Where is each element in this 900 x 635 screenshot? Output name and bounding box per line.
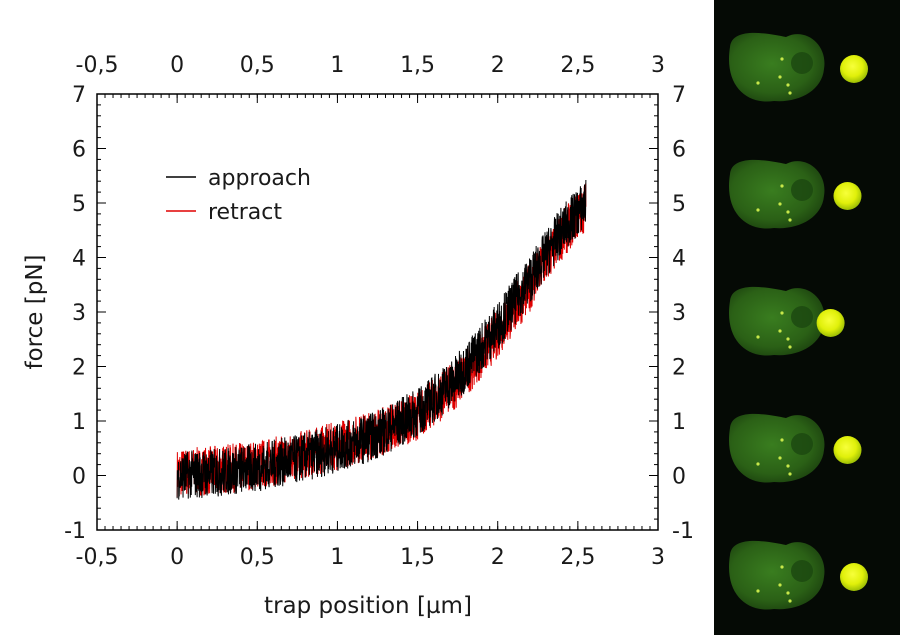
micrograph-frames: [729, 32, 868, 610]
cell-vacuole: [791, 179, 813, 201]
x-tick-labels-bottom: -0,5 0 0,5 1 1,5 2 2,5 3: [76, 545, 665, 570]
x-tick-label-top: 1: [330, 53, 344, 78]
x-tick-label: 2,5: [560, 545, 595, 570]
y-tick-label-right: 3: [672, 301, 686, 326]
cell-granule: [780, 184, 784, 188]
y-tick-label: 7: [72, 83, 86, 108]
y-tick-labels-left: -1 0 1 2 3 4 5 6 7: [64, 83, 86, 544]
cell-granule: [786, 337, 790, 341]
x-tick-label: -0,5: [76, 545, 119, 570]
y-tick-label-right: 1: [672, 410, 686, 435]
micrograph-panel: [714, 0, 900, 635]
cell-granule: [780, 438, 784, 442]
major-ticks: [96, 93, 659, 531]
cell-granule: [756, 335, 760, 339]
cell-body: [729, 32, 825, 102]
trapped-bead: [816, 309, 845, 337]
y-tick-label-right: -1: [672, 519, 694, 544]
trapped-bead: [833, 436, 862, 464]
cell-body: [729, 413, 825, 483]
cell-granule: [778, 329, 782, 333]
cell-granule: [788, 599, 792, 603]
x-tick-label-top: -0,5: [76, 53, 119, 78]
cell-vacuole: [791, 52, 813, 74]
x-tick-label-top: 0,5: [240, 53, 275, 78]
cell-granule: [780, 57, 784, 61]
micrograph-frame: [729, 540, 868, 610]
x-tick-label-top: 1,5: [400, 53, 435, 78]
x-tick-label: 1,5: [400, 545, 435, 570]
cell-granule: [778, 75, 782, 79]
y-tick-label-right: 7: [672, 83, 686, 108]
cell-granule: [786, 591, 790, 595]
series-line-approach: [176, 179, 587, 500]
micrograph-frame: [729, 32, 868, 102]
x-tick-label-top: 3: [651, 53, 665, 78]
micrograph-frame: [729, 413, 862, 483]
x-axis-title: trap position [µm]: [264, 593, 472, 619]
cell-granule: [788, 91, 792, 95]
y-tick-label-right: 0: [672, 465, 686, 490]
trapped-bead: [840, 55, 868, 83]
x-tick-labels-top: -0,5 0 0,5 1 1,5 2 2,5 3: [76, 53, 665, 78]
cell-granule: [756, 462, 760, 466]
y-tick-label: 2: [72, 356, 86, 381]
cell-granule: [780, 565, 784, 569]
data-series: [176, 179, 587, 500]
legend-label-approach: approach: [208, 166, 311, 191]
y-tick-label: 5: [72, 192, 86, 217]
cell-granule: [756, 81, 760, 85]
cell-granule: [778, 202, 782, 206]
x-tick-label: 1: [330, 545, 344, 570]
cell-granule: [786, 464, 790, 468]
cell-body: [729, 159, 825, 229]
trapped-bead: [833, 182, 862, 210]
x-tick-label: 0,5: [240, 545, 275, 570]
micrograph-frame: [729, 159, 862, 229]
y-tick-label: -1: [64, 519, 86, 544]
y-tick-label: 0: [72, 465, 86, 490]
y-tick-label-right: 2: [672, 356, 686, 381]
cell-granule: [780, 311, 784, 315]
y-tick-label: 6: [72, 138, 86, 163]
cell-body: [729, 286, 825, 356]
y-tick-label: 4: [72, 247, 86, 272]
cell-granule: [756, 208, 760, 212]
x-tick-label: 2: [491, 545, 505, 570]
trapped-bead: [840, 563, 868, 591]
legend: approach retract: [166, 166, 311, 225]
cell-granule: [778, 583, 782, 587]
cell-granule: [788, 218, 792, 222]
cell-granule: [788, 345, 792, 349]
y-tick-label-right: 4: [672, 247, 686, 272]
y-tick-label-right: 5: [672, 192, 686, 217]
cell-granule: [788, 472, 792, 476]
cell-vacuole: [791, 560, 813, 582]
x-tick-label-top: 0: [170, 53, 184, 78]
cell-vacuole: [791, 306, 813, 328]
x-tick-label-top: 2,5: [560, 53, 595, 78]
force-chart: -0,5 0 0,5 1 1,5 2 2,5 3 -0,5 0 0,5 1 1,5 2 2,5 3 -1 0 1…: [22, 53, 694, 619]
x-tick-label: 3: [651, 545, 665, 570]
y-tick-labels-right: -1 0 1 2 3 4 5 6 7: [672, 83, 694, 544]
cell-granule: [786, 83, 790, 87]
cell-granule: [756, 589, 760, 593]
y-axis-title: force [pN]: [22, 255, 48, 370]
x-tick-label: 0: [170, 545, 184, 570]
micrograph-frame: [729, 286, 845, 356]
y-tick-label: 3: [72, 301, 86, 326]
cell-body: [729, 540, 825, 610]
cell-vacuole: [791, 433, 813, 455]
y-tick-label-right: 6: [672, 138, 686, 163]
legend-label-retract: retract: [208, 200, 282, 225]
cell-granule: [786, 210, 790, 214]
x-tick-label-top: 2: [491, 53, 505, 78]
cell-granule: [778, 456, 782, 460]
y-tick-label: 1: [72, 410, 86, 435]
